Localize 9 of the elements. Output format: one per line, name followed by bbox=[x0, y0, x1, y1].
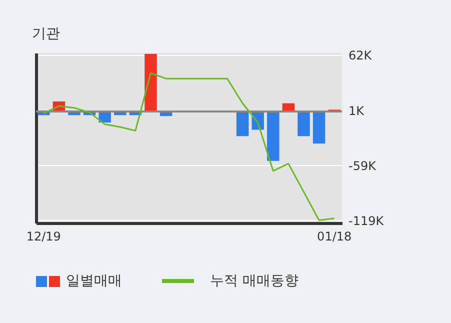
legend-label: 일별매매 bbox=[66, 272, 122, 290]
x-tick-label: 12/19 bbox=[26, 230, 61, 244]
y-tick-label: 1K bbox=[348, 104, 366, 118]
y-tick-label: 62K bbox=[348, 48, 373, 62]
chart-title: 기관 bbox=[32, 26, 60, 42]
y-tick-label: -119K bbox=[348, 214, 385, 228]
legend-label: 누적 매매동향 bbox=[210, 272, 298, 290]
x-tick-label: 01/18 bbox=[317, 230, 352, 244]
y-tick-label: -59K bbox=[348, 158, 378, 173]
